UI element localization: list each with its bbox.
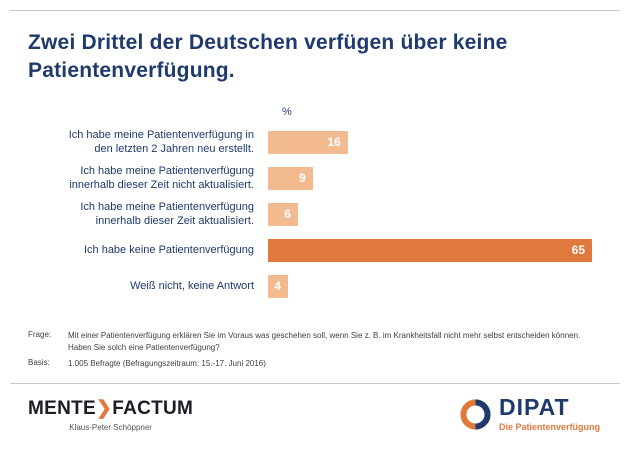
chart-row: Weiß nicht, keine Antwort 4 bbox=[28, 268, 602, 304]
bar-track: 4 bbox=[268, 274, 602, 298]
chart-row: Ich habe keine Patientenverfügung 65 bbox=[28, 232, 602, 268]
page-title: Zwei Drittel der Deutschen verfügen über… bbox=[28, 31, 508, 82]
dipat-name: DIPAT bbox=[498, 394, 570, 421]
mentefactum-logo: MENTE❯FACTUM Klaus-Peter Schöppner bbox=[28, 397, 193, 432]
category-label: Weiß nicht, keine Antwort bbox=[130, 280, 254, 293]
mentefactum-logo-text: MENTE❯FACTUM bbox=[28, 397, 193, 420]
dipat-ring-icon bbox=[460, 399, 491, 430]
bar: 65 bbox=[268, 238, 593, 262]
bar: 6 bbox=[268, 202, 298, 226]
value-label: 16 bbox=[327, 134, 341, 149]
value-label: 65 bbox=[571, 242, 586, 257]
mentefactum-subtitle: Klaus-Peter Schöppner bbox=[69, 422, 152, 432]
bar-track: 9 bbox=[268, 166, 602, 190]
bar-track: 16 bbox=[268, 130, 602, 154]
mentefactum-name-part2: FACTUM bbox=[112, 397, 194, 419]
category-label: Ich habe meine Patientenverfügung innerh… bbox=[80, 201, 254, 228]
top-divider bbox=[10, 10, 620, 11]
chart-row: Ich habe meine Patientenverfügung innerh… bbox=[28, 160, 602, 196]
footnotes: Frage: Mit einer Patientenverfügung erkl… bbox=[28, 330, 602, 369]
question-note: Frage: Mit einer Patientenverfügung erkl… bbox=[28, 330, 602, 353]
infographic-slide: Zwei Drittel der Deutschen verfügen über… bbox=[0, 10, 630, 455]
bar-track: 65 bbox=[268, 238, 602, 262]
dipat-logo: DIPAT Die Patientenverfügung bbox=[460, 396, 600, 432]
value-label: 4 bbox=[274, 278, 281, 293]
chart-row: Ich habe meine Patientenverfügung in den… bbox=[28, 124, 602, 160]
mentefactum-name-part1: MENTE bbox=[28, 397, 96, 419]
basis-label: Basis: bbox=[28, 357, 50, 367]
bar: 4 bbox=[268, 274, 288, 298]
category-label: Ich habe meine Patientenverfügung in den… bbox=[68, 129, 254, 156]
dipat-tagline: Die Patientenverfügung bbox=[498, 422, 600, 433]
bar: 16 bbox=[268, 130, 348, 154]
dipat-logo-text: DIPAT Die Patientenverfügung bbox=[498, 394, 600, 433]
footer: MENTE❯FACTUM Klaus-Peter Schöppner DIPAT… bbox=[0, 384, 630, 433]
value-label: 6 bbox=[284, 206, 291, 221]
unit-label: % bbox=[282, 106, 292, 119]
bar: 9 bbox=[268, 166, 313, 190]
category-label: Ich habe keine Patientenverfügung bbox=[83, 244, 254, 257]
value-label: 9 bbox=[299, 170, 306, 185]
basis-text: 1.005 Befragte (Befragungszeitraum: 15.-… bbox=[68, 358, 266, 368]
bar-track: 6 bbox=[268, 202, 602, 226]
footer-divider bbox=[10, 383, 620, 385]
question-label: Frage: bbox=[28, 330, 52, 340]
question-text: Mit einer Patientenverfügung erklären Si… bbox=[68, 331, 581, 353]
category-label: Ich habe meine Patientenverfügung innerh… bbox=[69, 165, 254, 192]
chart-rows: Ich habe meine Patientenverfügung in den… bbox=[28, 124, 602, 304]
basis-note: Basis: 1.005 Befragte (Befragungszeitrau… bbox=[28, 358, 602, 370]
chevron-right-icon: ❯ bbox=[96, 397, 113, 419]
chart-row: Ich habe meine Patientenverfügung innerh… bbox=[28, 196, 602, 232]
bar-chart: % Ich habe meine Patientenverfügung in d… bbox=[28, 106, 602, 304]
